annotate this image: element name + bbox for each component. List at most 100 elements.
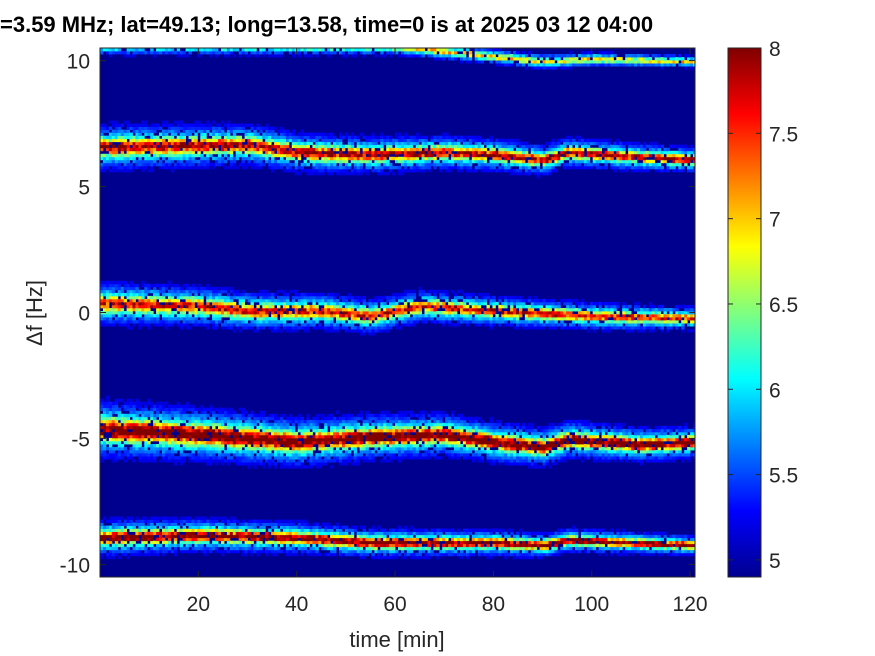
heatmap-cell bbox=[300, 422, 304, 427]
heatmap-cell bbox=[362, 329, 366, 333]
heatmap-cell bbox=[256, 323, 260, 327]
heatmap-cell bbox=[347, 537, 352, 542]
heatmap-cell bbox=[185, 519, 189, 523]
heatmap-cell bbox=[324, 314, 328, 318]
heatmap-cell bbox=[212, 326, 216, 330]
heatmap-cell bbox=[141, 323, 145, 327]
heatmap-cell bbox=[188, 286, 192, 291]
heatmap-cell bbox=[173, 153, 178, 158]
heatmap-cell bbox=[368, 156, 372, 161]
heatmap-cell bbox=[111, 419, 116, 424]
heatmap-cell bbox=[294, 326, 299, 330]
heatmap-cell bbox=[250, 147, 254, 152]
heatmap-cell bbox=[265, 135, 269, 140]
heatmap-cell bbox=[126, 144, 130, 149]
heatmap-cell bbox=[327, 132, 331, 136]
heatmap-cell bbox=[353, 447, 358, 451]
heatmap-cell bbox=[206, 323, 210, 327]
heatmap-cell bbox=[244, 144, 248, 149]
heatmap-cell bbox=[288, 51, 293, 55]
heatmap-cell bbox=[232, 48, 237, 52]
heatmap-cell bbox=[353, 422, 358, 427]
heatmap-cell bbox=[100, 531, 104, 536]
heatmap-cell bbox=[303, 329, 307, 333]
heatmap-cell bbox=[138, 141, 142, 146]
heatmap-cell bbox=[344, 323, 349, 327]
heatmap-cell bbox=[291, 528, 296, 532]
heatmap-cell bbox=[303, 444, 307, 448]
heatmap-cell bbox=[344, 171, 349, 176]
heatmap-cell bbox=[123, 522, 127, 526]
heatmap-cell bbox=[141, 534, 145, 539]
heatmap-cell bbox=[108, 156, 113, 161]
heatmap-cell bbox=[368, 150, 372, 155]
heatmap-cell bbox=[206, 528, 210, 532]
heatmap-cell bbox=[259, 549, 263, 554]
heatmap-cell bbox=[324, 168, 328, 173]
heatmap-cell bbox=[350, 416, 355, 421]
heatmap-cell bbox=[200, 147, 204, 152]
heatmap-cell bbox=[262, 317, 266, 321]
heatmap-cell bbox=[253, 450, 257, 454]
heatmap-cell bbox=[176, 141, 181, 146]
heatmap-cell bbox=[333, 329, 337, 333]
heatmap-cell bbox=[327, 51, 331, 55]
heatmap-cell bbox=[274, 147, 278, 152]
heatmap-cell bbox=[223, 534, 228, 539]
heatmap-cell bbox=[135, 286, 139, 291]
heatmap-cell bbox=[241, 126, 245, 130]
heatmap-cell bbox=[241, 317, 245, 321]
heatmap-cell bbox=[350, 528, 355, 532]
heatmap-cell bbox=[321, 546, 325, 551]
heatmap-cell bbox=[374, 165, 378, 170]
heatmap-cell bbox=[111, 525, 116, 529]
heatmap-cell bbox=[285, 531, 290, 536]
heatmap-cell bbox=[150, 549, 154, 554]
heatmap-cell bbox=[318, 434, 322, 439]
heatmap-cell bbox=[371, 425, 375, 430]
heatmap-cell bbox=[330, 48, 334, 52]
heatmap-cell bbox=[259, 528, 263, 532]
heatmap-cell bbox=[347, 323, 352, 327]
heatmap-cell bbox=[203, 135, 207, 140]
heatmap-cell bbox=[235, 422, 240, 427]
heatmap-cell bbox=[191, 407, 195, 412]
heatmap-cell bbox=[156, 150, 160, 155]
heatmap-cell bbox=[153, 301, 157, 306]
heatmap-cell bbox=[162, 323, 166, 327]
heatmap-cell bbox=[114, 419, 119, 424]
heatmap-cell bbox=[297, 138, 302, 143]
heatmap-cell bbox=[114, 135, 119, 140]
heatmap-cell bbox=[114, 156, 119, 161]
heatmap-cell bbox=[111, 138, 116, 143]
heatmap-cell bbox=[100, 123, 104, 127]
heatmap-cell bbox=[212, 295, 216, 300]
heatmap-cell bbox=[365, 156, 369, 161]
heatmap-cell bbox=[191, 123, 195, 127]
heatmap-cell bbox=[253, 165, 257, 170]
heatmap-cell bbox=[297, 314, 302, 318]
heatmap-cell bbox=[188, 126, 192, 130]
heatmap-cell bbox=[235, 141, 240, 146]
heatmap-cell bbox=[341, 462, 346, 466]
heatmap-cell bbox=[315, 540, 319, 545]
heatmap-cell bbox=[170, 428, 175, 433]
heatmap-cell bbox=[362, 525, 366, 529]
heatmap-cell bbox=[206, 159, 210, 164]
heatmap-cell bbox=[188, 165, 192, 170]
heatmap-cell bbox=[297, 413, 302, 418]
heatmap-cell bbox=[108, 138, 113, 143]
heatmap-cell bbox=[336, 525, 340, 529]
heatmap-cell bbox=[226, 441, 231, 445]
heatmap-cell bbox=[303, 317, 307, 321]
heatmap-cell bbox=[371, 144, 375, 149]
heatmap-cell bbox=[167, 308, 172, 312]
heatmap-cell bbox=[315, 552, 319, 557]
heatmap-cell bbox=[241, 289, 245, 294]
heatmap-cell bbox=[212, 444, 216, 448]
heatmap-cell bbox=[306, 437, 310, 442]
heatmap-cell bbox=[238, 54, 243, 58]
heatmap-cell bbox=[218, 314, 222, 318]
heatmap-cell bbox=[282, 441, 287, 445]
heatmap-cell bbox=[105, 555, 110, 560]
